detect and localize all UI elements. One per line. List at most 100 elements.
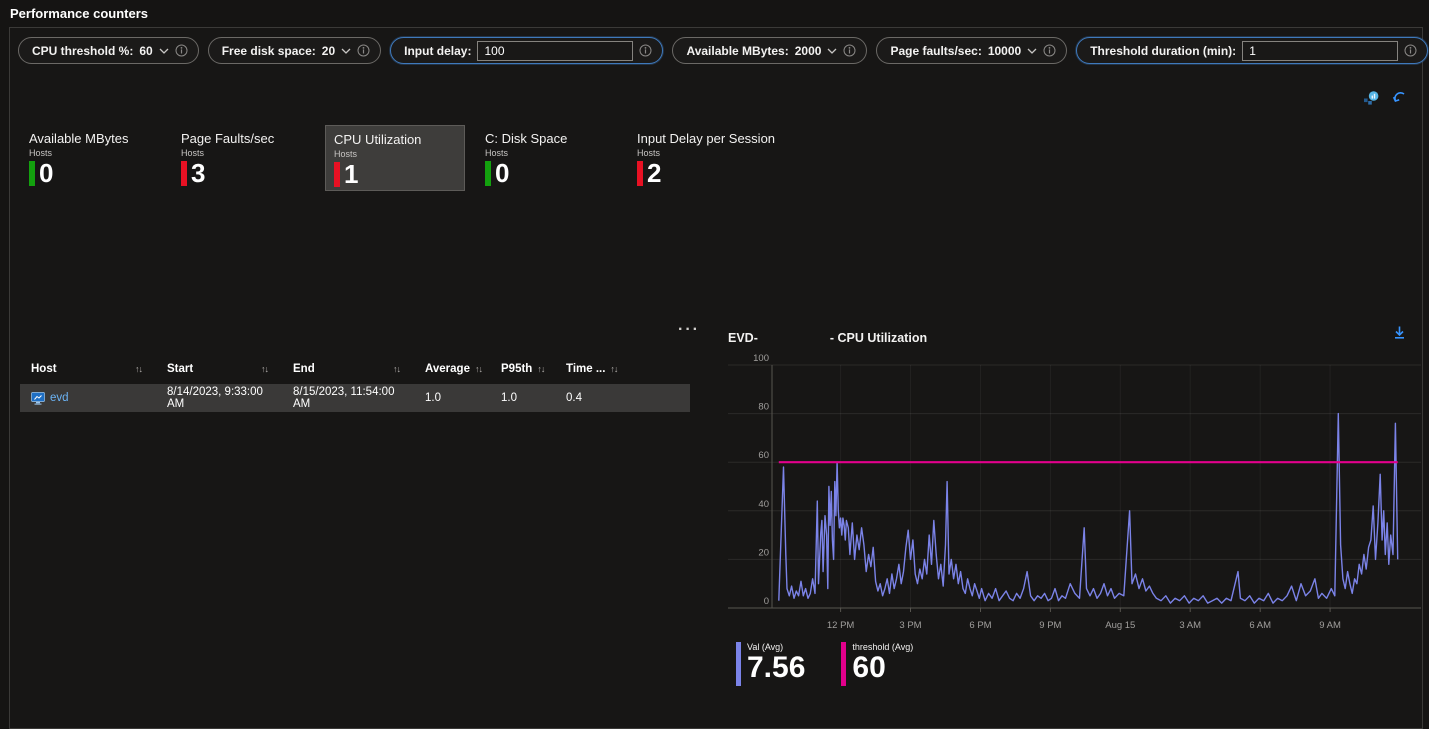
table-cell: 8/14/2023, 9:33:00 AM <box>167 386 263 410</box>
column-header-host[interactable]: Host ↑↓ <box>20 363 156 375</box>
tile-value-row: 0 <box>485 158 609 188</box>
svg-text:9 PM: 9 PM <box>1039 620 1061 631</box>
undo-icon[interactable] <box>1391 90 1407 106</box>
chart-legend: Val (Avg) 7.56 threshold (Avg) 60 <box>736 642 913 686</box>
filter-label: Input delay: <box>404 43 472 58</box>
column-label: Time ... <box>566 363 606 375</box>
chart-title-suffix: - CPU Utilization <box>829 331 928 345</box>
column-header-average[interactable]: Average ↑↓ <box>414 363 490 375</box>
svg-text:Aug 15: Aug 15 <box>1105 620 1135 631</box>
tile-value: 0 <box>495 158 510 188</box>
column-label: End <box>293 363 315 375</box>
tile-subtitle: Hosts <box>334 149 358 159</box>
table-cell: 0.4 <box>566 392 582 404</box>
legend-color-bar <box>841 642 847 686</box>
chevron-down-icon[interactable] <box>159 48 169 54</box>
svg-text:6 AM: 6 AM <box>1249 620 1271 631</box>
info-icon[interactable] <box>639 44 652 57</box>
chevron-down-icon[interactable] <box>827 48 837 54</box>
charts-pin-icon[interactable] <box>1362 90 1380 106</box>
legend-series-name: Val (Avg) <box>747 642 784 652</box>
info-icon[interactable] <box>1043 44 1056 57</box>
filter-label: CPU threshold %: <box>32 43 134 58</box>
column-label: Average <box>425 363 470 375</box>
tile-page-faults[interactable]: Page Faults/sec Hosts 3 <box>173 125 313 191</box>
tile-title: CPU Utilization <box>334 132 422 147</box>
tile-value: 3 <box>191 158 206 188</box>
host-name[interactable]: evd <box>50 392 69 404</box>
chevron-down-icon[interactable] <box>1027 48 1037 54</box>
column-header-start[interactable]: Start ↑↓ <box>156 363 282 375</box>
svg-text:3 PM: 3 PM <box>899 620 921 631</box>
tile-subtitle: Hosts <box>181 148 205 158</box>
column-label: Start <box>167 363 194 375</box>
svg-text:9 AM: 9 AM <box>1319 620 1341 631</box>
legend-item[interactable]: Val (Avg) 7.56 <box>736 642 805 686</box>
table-cell: 1.0 <box>425 392 441 404</box>
filter-page-faults[interactable]: Page faults/sec: 10000 <box>876 37 1068 64</box>
svg-text:20: 20 <box>758 547 769 558</box>
legend-item[interactable]: threshold (Avg) 60 <box>841 642 913 686</box>
tile-status-bar <box>334 162 340 187</box>
cpu-utilization-chart: 0 20 40 60 80 100 12 PM 3 PM 6 PM 9 PM Aug 15 3 AM 6… <box>728 353 1421 631</box>
filter-available-mbytes[interactable]: Available MBytes: 2000 <box>672 37 868 64</box>
svg-text:0: 0 <box>764 596 769 607</box>
tile-cpu-utilization[interactable]: CPU Utilization Hosts 1 <box>325 125 465 191</box>
sort-arrows-icon[interactable]: ↑↓ <box>393 364 401 374</box>
sort-arrows-icon[interactable]: ↑↓ <box>537 364 545 374</box>
tile-input-delay[interactable]: Input Delay per Session Hosts 2 <box>629 125 776 191</box>
legend-series-value: 60 <box>852 651 886 684</box>
filter-free-disk-space[interactable]: Free disk space: 20 <box>207 37 382 64</box>
download-icon[interactable] <box>1392 325 1407 340</box>
column-label: P95th <box>501 363 533 375</box>
tile-disk-space[interactable]: C: Disk Space Hosts 0 <box>477 125 617 191</box>
workbook-content: CPU threshold %: 60 Free disk space: 20 Inpu… <box>9 27 1429 729</box>
sort-arrows-icon[interactable]: ↑↓ <box>474 364 483 374</box>
column-header-time-[interactable]: Time ... ↑↓ <box>555 363 690 375</box>
tile-value-row: 1 <box>334 161 456 187</box>
host-cell[interactable]: evd <box>20 391 156 405</box>
svg-text:6 PM: 6 PM <box>969 620 991 631</box>
filter-input-threshold-duration[interactable] <box>1242 40 1399 61</box>
legend-series-name: threshold (Avg) <box>852 642 914 652</box>
filter-input-delay[interactable]: Input delay: <box>390 37 664 64</box>
chevron-down-icon[interactable] <box>341 48 351 54</box>
svg-text:100: 100 <box>753 353 769 364</box>
sort-arrows-icon[interactable]: ↑↓ <box>261 364 269 374</box>
chart-title: EVD- - CPU Utilization <box>728 331 927 345</box>
tile-value-row: 0 <box>29 160 153 186</box>
filter-cpu-threshold[interactable]: CPU threshold %: 60 <box>18 37 199 64</box>
tile-available-mbytes[interactable]: Available MBytes Hosts 0 <box>21 125 161 191</box>
svg-text:3 AM: 3 AM <box>1179 620 1201 631</box>
tile-status-bar <box>637 161 643 186</box>
filter-value: 60 <box>139 43 153 58</box>
filter-label: Threshold duration (min): <box>1090 43 1237 58</box>
table-cell: 1.0 <box>501 392 517 404</box>
column-header-end[interactable]: End ↑↓ <box>282 363 414 375</box>
tile-title: Available MBytes <box>29 131 129 146</box>
filter-value: 10000 <box>987 43 1022 58</box>
tile-title: C: Disk Space <box>485 131 568 146</box>
svg-text:12 PM: 12 PM <box>827 620 855 631</box>
table-row[interactable]: evd 8/14/2023, 9:33:00 AM 8/15/2023, 11:54… <box>20 384 690 412</box>
tile-status-bar <box>181 161 187 186</box>
info-icon[interactable] <box>1404 44 1417 57</box>
filter-threshold-duration[interactable]: Threshold duration (min): <box>1076 37 1429 64</box>
info-icon[interactable] <box>175 44 188 57</box>
sort-arrows-icon[interactable]: ↑↓ <box>135 364 143 374</box>
hosts-table: Host ↑↓ Start ↑↓ End ↑↓ Average ↑↓ P95th ↑↓ Time .… <box>20 356 690 412</box>
tile-title: Page Faults/sec <box>181 131 275 146</box>
tile-title: Input Delay per Session <box>637 131 776 146</box>
sort-arrows-icon[interactable]: ↑↓ <box>610 364 618 374</box>
filter-label: Available MBytes: <box>686 43 789 58</box>
info-icon[interactable] <box>843 44 856 57</box>
filter-input-input-delay[interactable] <box>477 40 634 61</box>
host-icon <box>31 391 45 405</box>
more-options[interactable]: ··· <box>678 321 700 338</box>
chart-toolbar <box>1362 90 1407 106</box>
info-icon[interactable] <box>357 44 370 57</box>
tile-subtitle: Hosts <box>637 148 661 158</box>
column-label: Host <box>31 363 57 375</box>
chart-title-prefix: EVD- <box>728 331 758 345</box>
column-header-p95th[interactable]: P95th ↑↓ <box>490 363 555 375</box>
